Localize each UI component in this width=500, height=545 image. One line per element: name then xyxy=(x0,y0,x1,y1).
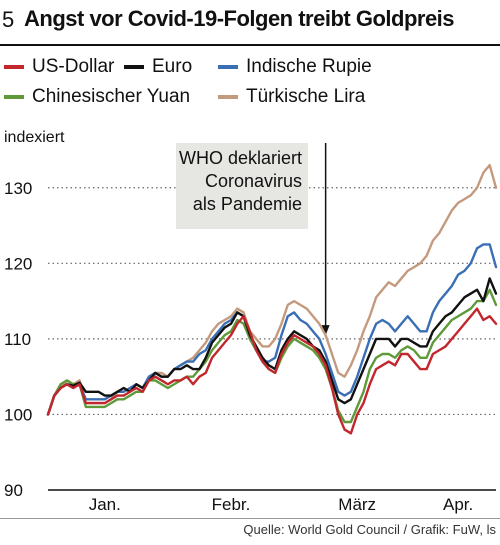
legend-swatch-euro xyxy=(124,65,144,69)
y-tick-label-120: 120 xyxy=(4,254,32,273)
annotation-text-line: Coronavirus xyxy=(205,171,302,191)
annotation-layer: WHO deklariert Coronavirus als Pandemie xyxy=(176,143,330,336)
annotation-arrow-head xyxy=(321,325,330,336)
legend-label-euro: Euro xyxy=(152,56,193,77)
chart-title: Angst vor Covid-19-Folgen treibt Goldpre… xyxy=(24,6,455,31)
x-tick-label-1: Febr. xyxy=(212,495,251,514)
legend-label-rupie: Indische Rupie xyxy=(246,56,372,77)
legend-swatch-us-dollar xyxy=(4,65,24,69)
figure-number: 5 xyxy=(2,7,15,32)
legend-item-yuan: Chinesischer Yuan xyxy=(4,86,190,108)
x-tick-label-3: Apr. xyxy=(443,495,473,514)
legend-swatch-rupie xyxy=(218,65,238,69)
y-tick-label-100: 100 xyxy=(4,405,32,424)
x-tick-label-0: Jan. xyxy=(89,495,121,514)
legend-label-lira: Türkische Lira xyxy=(246,86,366,107)
annotation-text-line: als Pandemie xyxy=(193,194,302,214)
x-tick-label-2: März xyxy=(338,495,376,514)
legend-item-lira: Türkische Lira xyxy=(218,86,365,108)
legend-item-euro: Euro xyxy=(124,56,192,78)
series-line-euro xyxy=(46,277,498,416)
source-note: Quelle: World Gold Council / Grafik: FuW… xyxy=(243,522,496,537)
series-layer xyxy=(46,163,498,435)
footer-divider xyxy=(0,518,500,519)
y-tick-label-130: 130 xyxy=(4,179,32,198)
series-line-yuan xyxy=(46,288,498,424)
annotation-box xyxy=(176,143,308,229)
legend-swatch-lira xyxy=(218,95,238,99)
legend-swatch-yuan xyxy=(4,95,24,99)
legend-label-yuan: Chinesischer Yuan xyxy=(32,86,191,107)
axis-layer: 90 100 110 120 130 Jan. Febr. März Apr. xyxy=(4,179,496,514)
series-line-rupie xyxy=(46,243,498,416)
legend-item-us-dollar: US-Dollar xyxy=(4,56,114,78)
legend-item-rupie: Indische Rupie xyxy=(218,56,372,78)
annotation-text-line: WHO deklariert xyxy=(179,148,302,168)
series-line-us-dollar xyxy=(46,307,498,435)
legend-label-us-dollar: US-Dollar xyxy=(32,56,115,77)
y-tick-label-90: 90 xyxy=(4,481,23,500)
title-divider xyxy=(0,44,500,46)
y-tick-label-110: 110 xyxy=(4,330,31,349)
y-axis-title: indexiert xyxy=(4,129,65,146)
